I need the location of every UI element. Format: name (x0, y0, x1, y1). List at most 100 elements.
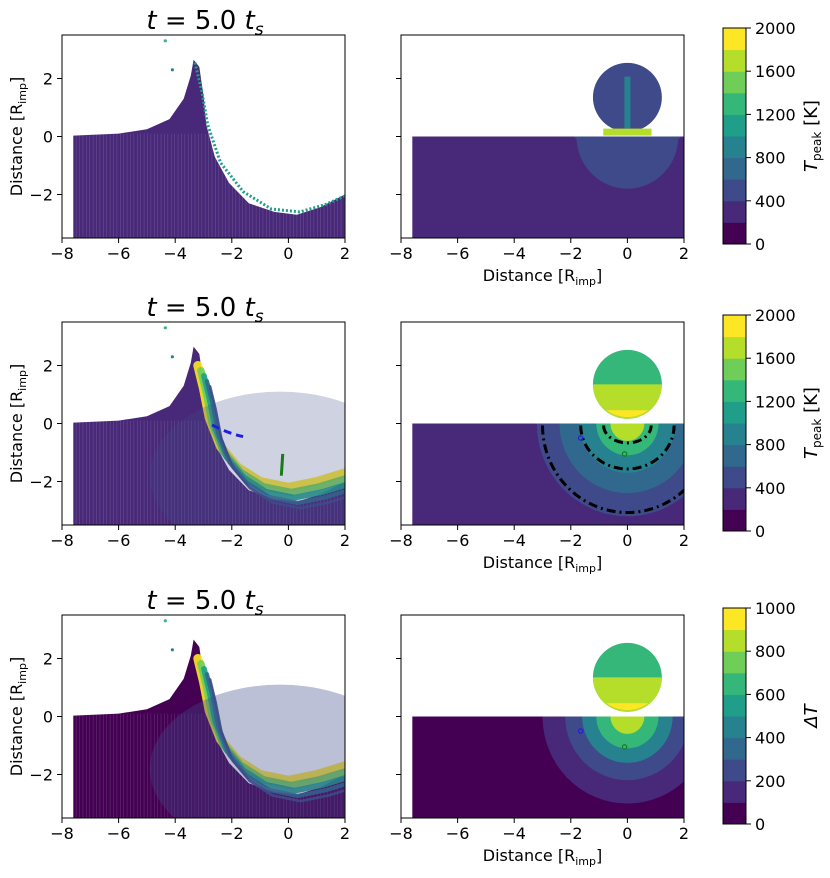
x-tick-label: −2 (220, 531, 244, 550)
x-tick-label: −8 (389, 244, 413, 263)
colorbar-label: Tpeak [K] (801, 100, 824, 172)
colorbar-label: Tpeak [K] (801, 387, 824, 459)
x-tick-label: 2 (340, 244, 350, 263)
colorbar-label: ΔT (801, 702, 822, 729)
axes-right-row2: −8 −6 −4 −2 0 2 (389, 321, 689, 550)
colorbar-tick-label: 0 (755, 235, 765, 254)
colorbar-tick-label: 2000 (755, 19, 796, 38)
colorbar-level (723, 802, 746, 825)
colorbar-tick-label: 800 (755, 436, 786, 455)
plot-title: t = 5.0 ts (146, 293, 263, 327)
y-axis-label: Distance [Rimp] (7, 364, 29, 483)
colorbar-row3: 0 200 400 600 800 1000 ΔT (722, 599, 822, 834)
x-tick-label: −6 (107, 824, 131, 843)
colorbar-level (723, 49, 746, 72)
heated-halo (149, 684, 345, 818)
x-tick-label: −2 (559, 531, 583, 550)
x-tick-label: −6 (107, 531, 131, 550)
x-tick-label: −2 (220, 244, 244, 263)
crater-material (73, 59, 345, 238)
heated-zone (610, 716, 645, 734)
plot-title: t = 5.0 ts (146, 586, 263, 620)
x-tick-label: −8 (389, 824, 413, 843)
x-tick-label: 0 (283, 531, 293, 550)
x-tick-label: −4 (163, 531, 187, 550)
x-tick-label: −4 (163, 244, 187, 263)
tracer-dashed-line (211, 423, 244, 439)
crater-plot-row2 (73, 326, 345, 525)
initial-map-row1 (412, 62, 684, 238)
initial-map-body (412, 349, 684, 525)
tracer-blue-marker (577, 728, 584, 734)
colorbar-level (723, 694, 746, 717)
initial-map-body (412, 62, 684, 238)
temperature-contour (579, 425, 676, 471)
x-tick-label: −4 (502, 824, 526, 843)
x-tick-label: 0 (622, 244, 632, 263)
colorbar-tick-label: 1200 (755, 392, 796, 411)
tracer-green-marker (621, 744, 628, 750)
x-tick-label: 0 (283, 824, 293, 843)
y-tick-label: 0 (43, 128, 53, 147)
x-tick-label: −2 (559, 244, 583, 263)
contact-hot-layer (603, 128, 652, 136)
colorbar-level (723, 608, 746, 631)
initial-map-row2 (412, 349, 684, 525)
colorbar-level (723, 179, 746, 202)
x-tick-label: 2 (679, 824, 689, 843)
crater-rim-particles (193, 62, 345, 214)
x-tick-label: −6 (446, 824, 470, 843)
x-tick-label: 0 (622, 531, 632, 550)
colorbar-level (723, 672, 746, 695)
colorbar-level (723, 759, 746, 782)
x-tick-label: −4 (163, 824, 187, 843)
colorbar-level (723, 136, 746, 159)
x-tick-label: −8 (50, 531, 74, 550)
colorbar-row1: 0 400 800 1200 1600 2000 Tpeak [K] (722, 19, 824, 254)
colorbar-level (723, 487, 746, 510)
heated-cone (573, 136, 682, 189)
ejecta-particle (170, 648, 174, 652)
colorbar-frame (722, 607, 747, 825)
ejecta-particle (170, 68, 174, 72)
colorbar-level (723, 716, 746, 739)
colorbar-tick-label: 2000 (755, 306, 796, 325)
axes-left-row1: −8 −6 −4 −2 0 2 −2 0 2 (29, 34, 350, 263)
projectile-hottest (606, 703, 649, 711)
colorbar-level (723, 509, 746, 532)
colorbar-level (723, 28, 746, 51)
x-tick-label: −4 (502, 244, 526, 263)
x-axis-label: Distance [Rimp] (483, 553, 602, 575)
y-tick-label: −2 (29, 766, 53, 785)
y-tick-label: −2 (29, 186, 53, 205)
x-tick-label: −2 (220, 824, 244, 843)
colorbar-tick-label: 1600 (755, 62, 796, 81)
ejecta-particle (163, 326, 167, 330)
temperature-contour (602, 425, 653, 445)
colorbar-frame (722, 27, 747, 245)
x-tick-label: −2 (559, 824, 583, 843)
x-tick-label: −8 (50, 244, 74, 263)
colorbar-tick-label: 1200 (755, 105, 796, 124)
x-tick-label: 2 (340, 531, 350, 550)
y-tick-label: −2 (29, 473, 53, 492)
colorbar-tick-label: 0 (755, 522, 765, 541)
colorbar-level (723, 780, 746, 803)
colorbar-tick-label: 1600 (755, 349, 796, 368)
colorbar-tick-label: 0 (755, 815, 765, 834)
colorbar-level (723, 71, 746, 94)
x-tick-label: −6 (446, 244, 470, 263)
colorbar-tick-label: 400 (755, 479, 786, 498)
y-tick-label: 2 (43, 357, 53, 376)
projectile-core (624, 76, 631, 129)
x-tick-label: −6 (446, 531, 470, 550)
colorbar-level (723, 114, 746, 137)
ejecta-particle (163, 39, 167, 43)
tracer-blue-marker (577, 435, 584, 441)
colorbar-level (723, 222, 746, 245)
colorbar-tick-label: 600 (755, 685, 786, 704)
crater-body (73, 39, 345, 238)
heated-wall-band (208, 385, 345, 510)
colorbar-level (723, 336, 746, 359)
